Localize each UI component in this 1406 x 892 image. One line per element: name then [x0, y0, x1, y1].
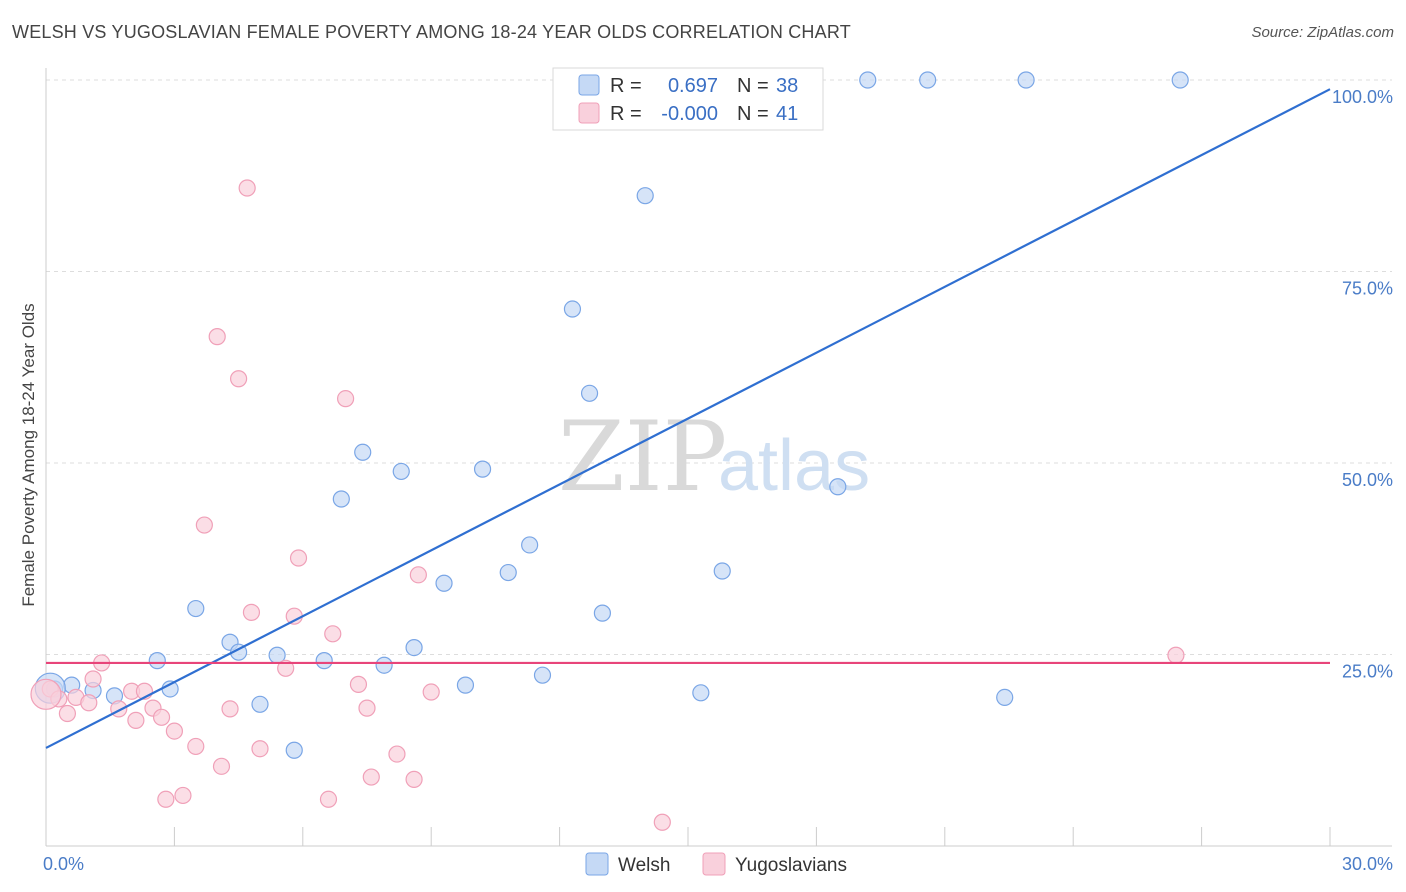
yugoslavian-point-13: [165, 722, 183, 740]
welsh-point-16: [392, 462, 410, 481]
bottom-legend-yugo: Yugoslavians: [735, 855, 847, 876]
yugoslavian-point-33: [388, 745, 406, 763]
y-tick-label-2: 75.0%: [1342, 279, 1393, 299]
welsh-point-27: [636, 187, 654, 205]
yugoslavian-point-26: [289, 549, 308, 567]
yugoslavian-point-20: [230, 370, 248, 388]
yugoslavian-point-39: [30, 678, 62, 710]
yugoslavian-point-24: [277, 659, 295, 677]
welsh-point-25: [580, 384, 599, 402]
yugoslavian-point-34: [409, 566, 427, 584]
yugoslavian-point-38: [1167, 646, 1185, 664]
legend-welsh-n-value: 38: [776, 75, 798, 97]
welsh-point-11: [285, 741, 303, 759]
bottom-legend: Welsh Yugoslavians: [585, 852, 847, 876]
welsh-point-20: [473, 460, 492, 478]
legend-yugo-n-label: N =: [737, 103, 769, 125]
legend-swatch-welsh: [578, 74, 600, 96]
welsh-point-4: [148, 652, 166, 670]
y-tick-labels: 25.0% 50.0% 75.0% 100.0%: [1332, 87, 1393, 682]
welsh-point-15: [375, 656, 393, 674]
yugoslavian-point-12: [157, 790, 175, 808]
yugoslavian-point-35: [405, 770, 423, 788]
yugoslavian-point-29: [337, 390, 355, 408]
welsh-point-24: [563, 300, 582, 318]
yugoslavian-point-23: [251, 740, 269, 758]
legend-welsh-r-label: R =: [610, 75, 642, 97]
legend-welsh-r-value: 0.697: [668, 75, 718, 97]
watermark-atlas: atlas: [718, 426, 870, 506]
x-tick-labels: 0.0% 30.0%: [43, 854, 1393, 874]
chart-title: WELSH VS YUGOSLAVIAN FEMALE POVERTY AMON…: [12, 22, 851, 42]
welsh-point-23: [533, 666, 552, 684]
trend-lines: [45, 88, 1331, 749]
bottom-legend-swatch-welsh: [585, 852, 609, 876]
yugoslavian-point-18: [212, 757, 231, 775]
yugoslavian-point-11: [152, 708, 171, 726]
welsh-point-9: [251, 695, 269, 713]
welsh-point-32: [859, 71, 877, 89]
welsh-trend-line: [45, 88, 1331, 749]
yugoslavian-point-30: [349, 675, 368, 693]
legend-yugo-n-value: 41: [776, 103, 798, 125]
yugoslavian-point-32: [362, 768, 380, 786]
yugoslavian-point-37: [653, 813, 671, 831]
legend-yugo-r-value: -0.000: [661, 103, 718, 125]
yugoslavian-point-8: [127, 711, 145, 729]
x-tick-label-1: 30.0%: [1342, 854, 1393, 874]
yugoslavian-point-36: [422, 683, 440, 701]
welsh-point-31: [829, 478, 847, 496]
yugoslavian-point-27: [319, 790, 338, 808]
welsh-point-12: [315, 652, 333, 670]
axes: [45, 68, 1392, 847]
welsh-point-6: [187, 599, 205, 618]
yugoslavian-point-28: [324, 625, 342, 643]
legend-swatch-yugo: [578, 102, 600, 124]
welsh-point-29: [692, 684, 710, 702]
welsh-point-17: [405, 639, 423, 657]
y-tick-label-0: 25.0%: [1342, 662, 1393, 682]
welsh-point-13: [332, 490, 350, 508]
yugoslavian-point-21: [238, 179, 256, 197]
welsh-point-14: [354, 443, 372, 461]
yugoslavian-point-4: [84, 670, 102, 688]
yugoslavian-point-22: [242, 603, 261, 621]
bottom-legend-welsh: Welsh: [618, 855, 670, 876]
welsh-point-26: [593, 604, 612, 622]
y-tick-label-1: 50.0%: [1342, 470, 1393, 490]
welsh-point-33: [919, 71, 937, 89]
watermark-zip: ZIP: [558, 401, 727, 513]
yugoslavian-point-17: [208, 328, 226, 346]
yugoslavian-point-15: [187, 737, 205, 756]
yugoslavian-point-16: [195, 516, 213, 534]
legend: R = 0.697 N = 38 R = -0.000 N = 41: [552, 67, 824, 131]
yugoslavian-point-2: [58, 704, 77, 723]
data-points: [30, 71, 1189, 831]
y-axis-title: Female Poverty Among 18-24 Year Olds: [19, 303, 38, 606]
welsh-point-30: [713, 562, 731, 580]
welsh-point-18: [435, 574, 453, 592]
yugoslavian-point-31: [358, 699, 376, 717]
yugoslavian-point-19: [221, 700, 239, 718]
welsh-point-34: [996, 688, 1014, 706]
chart-source: Source: ZipAtlas.com: [1251, 24, 1394, 41]
y-tick-label-3: 100.0%: [1332, 87, 1393, 107]
welsh-point-21: [499, 563, 517, 582]
welsh-point-19: [456, 676, 475, 694]
welsh-point-22: [521, 536, 539, 554]
bottom-legend-swatch-yugo: [702, 852, 726, 876]
welsh-point-36: [1171, 71, 1189, 89]
watermark: ZIP atlas: [558, 401, 870, 513]
yugoslavian-point-14: [174, 786, 192, 805]
yugoslavian-point-40: [80, 694, 98, 712]
x-tick-label-0: 0.0%: [43, 854, 84, 874]
legend-welsh-n-label: N =: [737, 75, 769, 97]
legend-yugo-r-label: R =: [610, 103, 642, 125]
welsh-point-35: [1017, 71, 1035, 89]
